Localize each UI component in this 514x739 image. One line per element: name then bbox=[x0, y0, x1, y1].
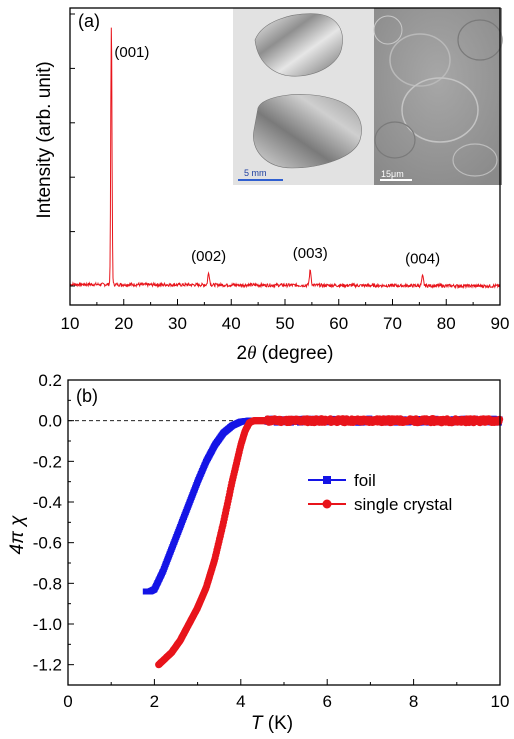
legend-marker-foil bbox=[323, 476, 331, 484]
susceptibility-y-tick-label: 0.0 bbox=[38, 412, 62, 431]
susceptibility-y-axis-title: 4π χ bbox=[7, 515, 28, 555]
xrd-x-axis: 10 20 30 40 50 60 70 80 90 bbox=[61, 299, 510, 333]
xrd-x-tick-label: 20 bbox=[114, 314, 133, 333]
peak-label: (001) bbox=[114, 44, 149, 61]
xrd-x-axis-title: 2θ (degree) bbox=[236, 343, 333, 364]
legend-label-single-crystal: single crystal bbox=[354, 495, 452, 514]
xrd-y-axis bbox=[70, 13, 75, 287]
xrd-y-axis-title: Intensity (arb. unit) bbox=[34, 61, 55, 218]
legend-item-single-crystal: single crystal bbox=[308, 495, 452, 514]
xrd-x-tick-label: 70 bbox=[383, 314, 402, 333]
susceptibility-y-tick-label: 0.2 bbox=[38, 371, 62, 390]
susceptibility-y-tick-label: -0.2 bbox=[33, 452, 62, 471]
panel-b-label: (b) bbox=[76, 386, 98, 406]
xrd-x-tick-label: 60 bbox=[329, 314, 348, 333]
susceptibility-y-tick-label: -0.4 bbox=[33, 493, 62, 512]
sem-image-inset: 15μm bbox=[373, 8, 503, 185]
legend-label-foil: foil bbox=[354, 471, 376, 490]
xrd-curve bbox=[69, 27, 501, 290]
susceptibility-x-tick-label: 10 bbox=[491, 692, 510, 711]
xrd-x-tick-label: 50 bbox=[276, 314, 295, 333]
xrd-x-tick-label: 40 bbox=[222, 314, 241, 333]
susceptibility-x-tick-label: 0 bbox=[63, 692, 72, 711]
series-single-crystal bbox=[155, 415, 504, 669]
xrd-x-tick-label: 30 bbox=[168, 314, 187, 333]
peak-label: (004) bbox=[405, 250, 440, 267]
xrd-curve-group bbox=[69, 27, 501, 290]
susceptibility-x-tick-label: 4 bbox=[236, 692, 245, 711]
susceptibility-series-group bbox=[142, 415, 504, 669]
legend: foil single crystal bbox=[308, 471, 452, 514]
xrd-x-tick-label: 80 bbox=[437, 314, 456, 333]
susceptibility-x-tick-label: 2 bbox=[150, 692, 159, 711]
right-scalebar-label: 15μm bbox=[381, 169, 404, 179]
sample-photo-inset: 5 mm bbox=[233, 8, 374, 185]
susceptibility-x-tick-label: 8 bbox=[409, 692, 418, 711]
susceptibility-y-tick-label: -1.0 bbox=[33, 615, 62, 634]
susceptibility-panel: 0 2 4 6 8 10 0.2 0.0 -0.2 -0.4 -0.6 -0.8 -1.0 -1.2 (… bbox=[7, 371, 509, 734]
xrd-panel: 5 mm 15μm (001) (002) (003) (004) 10 20 30 40 5… bbox=[34, 7, 510, 364]
peak-label: (002) bbox=[191, 248, 226, 265]
legend-marker-single-crystal bbox=[322, 499, 332, 509]
susceptibility-x-axis-title: T (K) bbox=[251, 713, 293, 734]
susceptibility-x-tick-label: 6 bbox=[322, 692, 331, 711]
susceptibility-x-axis: 0 2 4 6 8 10 bbox=[63, 679, 509, 711]
susceptibility-y-tick-label: -0.8 bbox=[33, 574, 62, 593]
peak-label: (003) bbox=[293, 245, 328, 262]
panel-a-label: (a) bbox=[78, 11, 100, 31]
susceptibility-y-axis: 0.2 0.0 -0.2 -0.4 -0.6 -0.8 -1.0 -1.2 bbox=[33, 371, 74, 675]
peak-label-group: (001) (002) (003) (004) bbox=[114, 44, 440, 267]
legend-item-foil: foil bbox=[308, 471, 376, 490]
xrd-x-tick-label: 10 bbox=[61, 314, 80, 333]
susceptibility-y-tick-label: -0.6 bbox=[33, 534, 62, 553]
xrd-x-tick-label: 90 bbox=[491, 314, 510, 333]
susceptibility-y-tick-label: -1.2 bbox=[33, 656, 62, 675]
left-scalebar-label: 5 mm bbox=[244, 168, 267, 178]
